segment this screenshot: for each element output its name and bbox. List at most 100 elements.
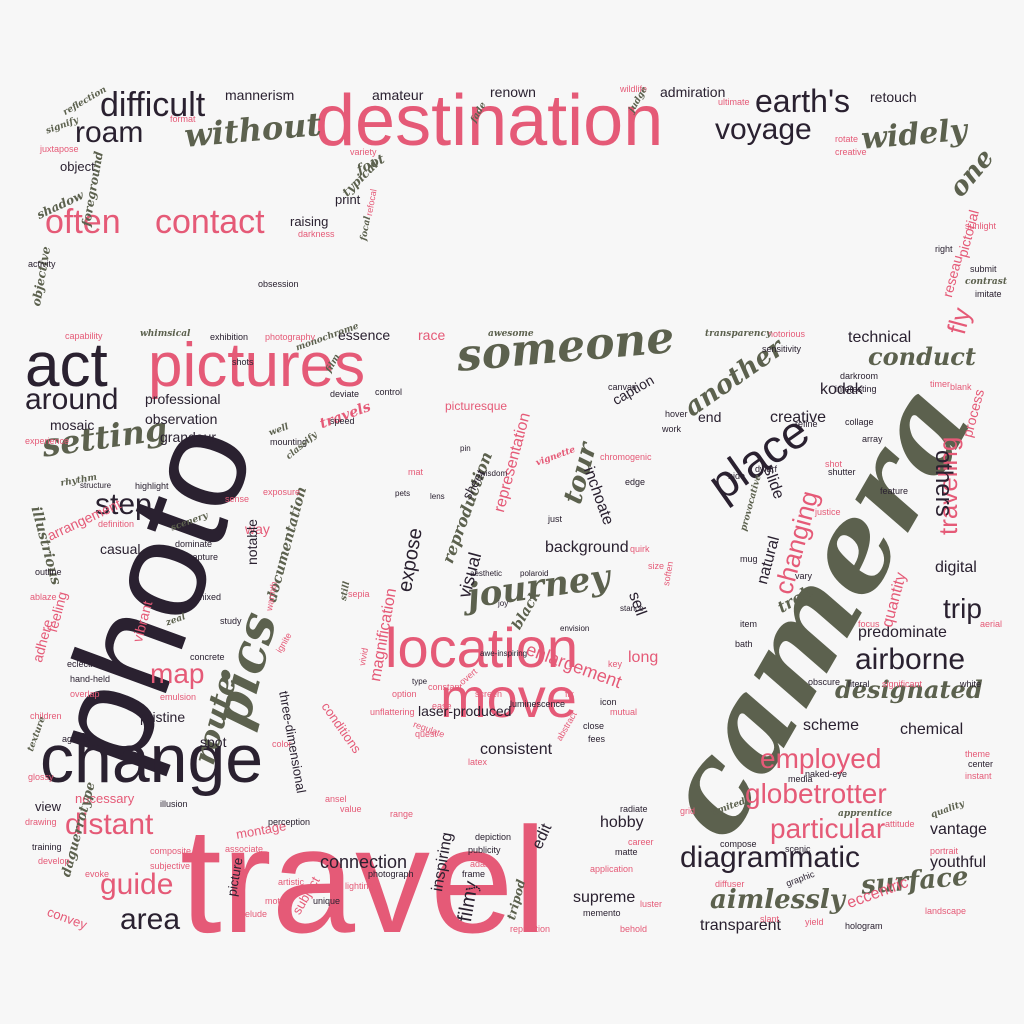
word-polaroid: polaroid [520, 569, 549, 578]
word-overlap: overlap [70, 689, 100, 699]
word-step: step [95, 488, 152, 521]
word-unflattering: unflattering [370, 707, 415, 717]
word-unique: unique [313, 896, 341, 906]
word-highlight: highlight [135, 481, 169, 491]
word-notorious: notorious [768, 329, 806, 339]
word-bath: bath [735, 639, 753, 649]
word-guide: guide [100, 868, 174, 901]
word-scenic: scenic [785, 844, 811, 854]
word-transparency: transparency [705, 329, 772, 339]
word-variety: variety [350, 147, 377, 157]
word-rotate: rotate [835, 134, 859, 144]
word-aimlessly: aimlessly [710, 885, 845, 915]
word-size: size [648, 561, 665, 571]
word-shot: shot [825, 459, 843, 469]
word-mounting: mounting [270, 437, 308, 447]
word-activity: activity [28, 259, 56, 269]
word-significant: significant [882, 679, 923, 689]
word-screen: screen [475, 689, 503, 699]
word-naked-eye: naked-eye [805, 769, 848, 779]
word-ultimate: ultimate [718, 97, 750, 107]
word-agency: agency [62, 734, 92, 744]
word-map: map [150, 658, 205, 689]
word-structure: structure [80, 481, 112, 490]
word-renown: renown [490, 84, 536, 100]
word-location: location [385, 616, 579, 679]
word-ansel: ansel [325, 794, 347, 804]
word-array: array [862, 434, 883, 444]
word-study: study [220, 616, 242, 626]
word-earth-s: earth's [755, 83, 851, 119]
word-essence: essence [338, 327, 391, 343]
word-training: training [32, 842, 62, 852]
word-vivid: vivid [357, 647, 370, 667]
word-area: area [120, 903, 181, 936]
word-envision: envision [560, 624, 590, 633]
word-photography: photography [265, 332, 316, 342]
word-mosaic: mosaic [50, 417, 95, 433]
word-portrait: portrait [930, 846, 959, 856]
word-memento: memento [583, 908, 621, 918]
word-dominate: dominate [175, 539, 213, 549]
word-move: move [440, 666, 577, 729]
word-focus: focus [858, 619, 880, 629]
word-amateur: amateur [372, 87, 424, 103]
word-grid: grid [680, 806, 696, 816]
word-work: work [662, 424, 682, 434]
word-white: white [960, 679, 982, 689]
word-mixed: mixed [197, 592, 222, 602]
word-career: career [628, 837, 654, 847]
word-exposure: exposure [263, 487, 301, 497]
word-one: one [943, 143, 1001, 203]
word-format: format [170, 114, 196, 124]
word-admiration: admiration [660, 84, 726, 100]
word-darkness: darkness [298, 229, 335, 239]
word-wildlife: wildlife [620, 84, 648, 94]
word-background: background [545, 539, 629, 556]
word-ease: ease [432, 701, 452, 711]
word-elude: elude [245, 909, 268, 919]
word-aesthetic: aesthetic [470, 569, 503, 578]
word-sense: sense [225, 494, 250, 504]
word-refine: refine [795, 419, 818, 429]
word-yield: yield [805, 917, 824, 927]
word-interesting: interesting [835, 384, 877, 394]
word-technical: technical [848, 329, 912, 346]
word-media: media [788, 774, 813, 784]
word-blank: blank [950, 382, 972, 392]
word-distant: distant [65, 808, 154, 841]
word-justice: justice [815, 507, 841, 517]
word-mutual: mutual [610, 707, 638, 717]
word-literal: literal [848, 679, 870, 689]
word-conduct: conduct [868, 342, 976, 371]
word-connection: connection [320, 852, 408, 872]
word-raising: raising [290, 214, 329, 229]
word-motif: motif [265, 896, 285, 906]
word-attitude: attitude [885, 819, 915, 829]
word-without: without [182, 105, 323, 155]
word-concrete: concrete [190, 652, 225, 662]
word-range: range [390, 809, 414, 819]
word-supreme: supreme [573, 889, 636, 906]
word-sepia: sepia [348, 589, 370, 599]
word-lighting: lighting [345, 881, 374, 891]
word-latex: latex [468, 757, 488, 767]
word-vary: vary [795, 571, 813, 581]
word-someone: someone [454, 312, 677, 382]
word-fix: fix [565, 689, 574, 699]
word-edge: edge [625, 477, 646, 487]
word-color: color [272, 739, 292, 749]
word-constant: constant [428, 682, 463, 692]
word-lens: lens [430, 492, 445, 501]
word-scheme: scheme [803, 717, 860, 734]
word-sensitivity: sensitivity [762, 344, 802, 354]
word-picturesque: picturesque [445, 399, 508, 413]
word-glossy: glossy [28, 772, 54, 782]
word-chemical: chemical [900, 721, 964, 738]
word-instant: instant [965, 771, 992, 781]
word-vantage: vantage [930, 821, 987, 838]
word-emulsion: emulsion [160, 692, 197, 702]
word-feature: feature [880, 486, 909, 496]
word-convey: convey [45, 904, 90, 933]
